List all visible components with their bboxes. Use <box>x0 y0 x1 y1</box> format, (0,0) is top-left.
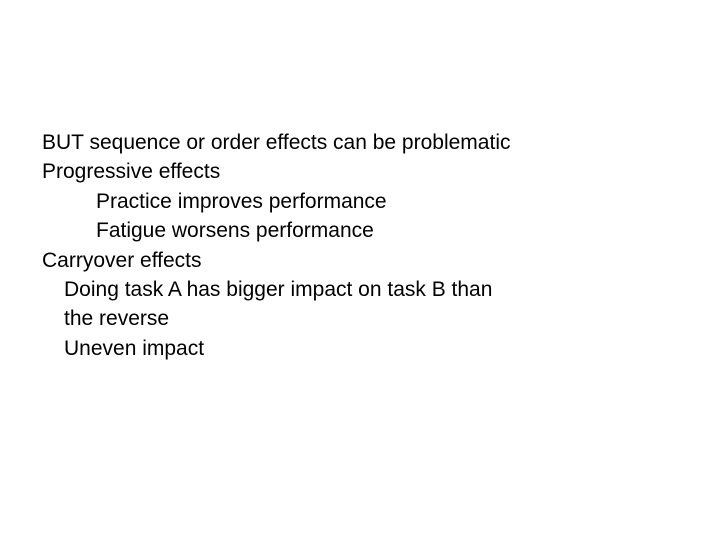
slide-text-block: BUT sequence or order effects can be pro… <box>42 128 678 363</box>
text-line-indented: Practice improves performance <box>42 187 678 216</box>
text-line: Progressive effects <box>42 157 678 186</box>
text-line-indented: Doing task A has bigger impact on task B… <box>42 275 678 304</box>
text-line-indented: the reverse <box>42 304 678 333</box>
text-line: Carryover effects <box>42 246 678 275</box>
text-line: BUT sequence or order effects can be pro… <box>42 128 678 157</box>
text-line-indented: Fatigue worsens performance <box>42 216 678 245</box>
text-line-indented: Uneven impact <box>42 334 678 363</box>
